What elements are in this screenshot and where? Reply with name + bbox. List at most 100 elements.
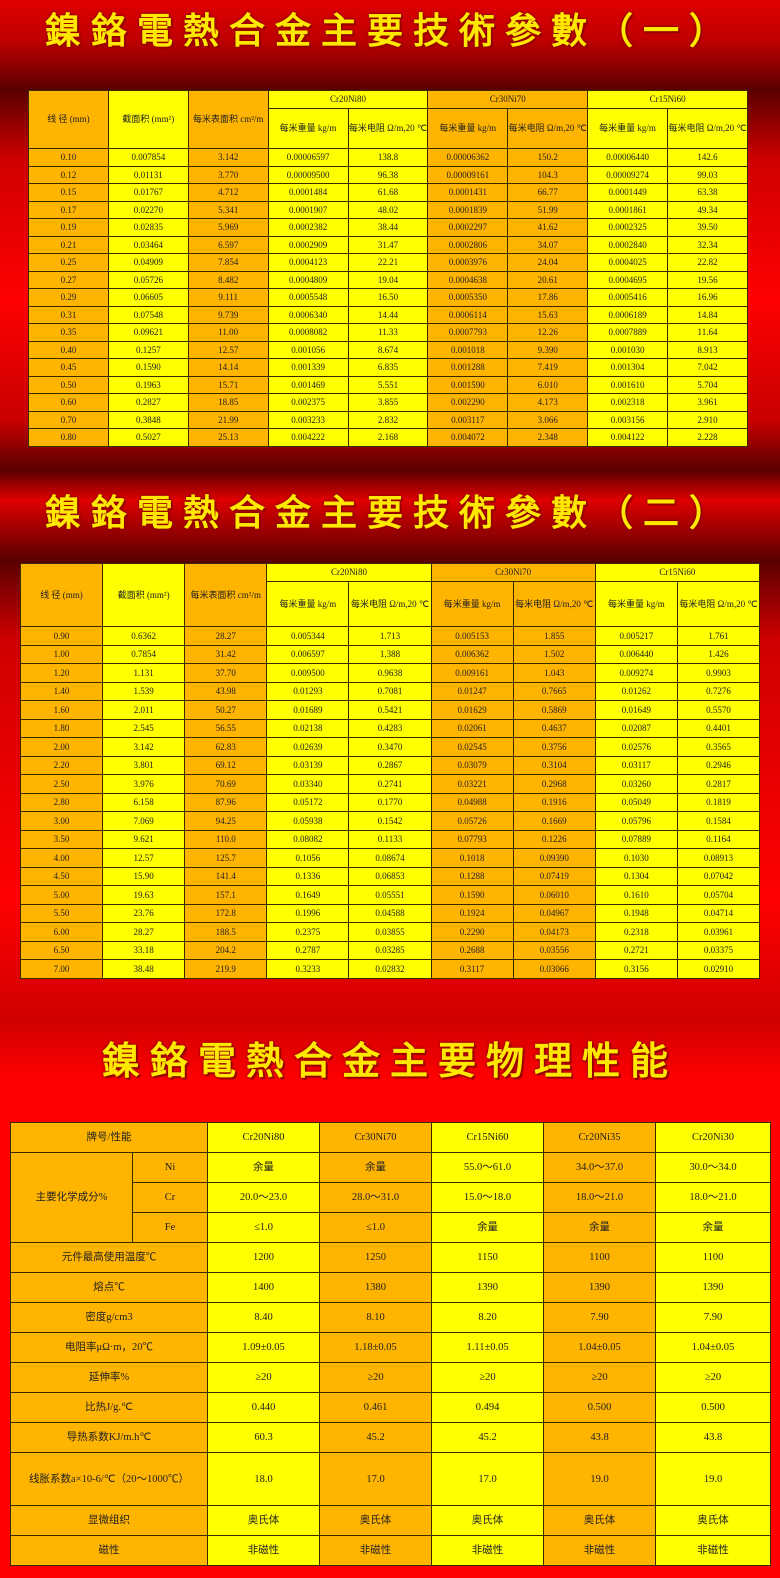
table-cell: 6.158 bbox=[102, 792, 186, 812]
table-cell: 2.910 bbox=[667, 410, 748, 429]
table-cell: 0.07793 bbox=[430, 829, 514, 849]
table-cell: 38.44 bbox=[347, 218, 429, 237]
table-cell: 0.27 bbox=[28, 270, 109, 289]
table-cell: 1.40 bbox=[19, 681, 104, 701]
table-cell: 0.5570 bbox=[676, 700, 761, 720]
table-cell: 0.02087 bbox=[594, 718, 678, 738]
table-row: 0.40 0.1257 12.57 0.001056 8.674 0.001018 9.39… bbox=[28, 340, 748, 359]
header-alloy: Cr15Ni60 bbox=[594, 563, 761, 582]
table-cell: 0.1963 bbox=[107, 375, 189, 394]
table-cell: 0.2827 bbox=[107, 393, 189, 412]
table-cell: 0.002375 bbox=[267, 393, 349, 412]
table-cell: 28.0～31.0 bbox=[319, 1182, 433, 1213]
table-cell: 1.04±0.05 bbox=[543, 1332, 657, 1363]
table-cell: 1390 bbox=[655, 1272, 772, 1303]
table-cell: 0.00006362 bbox=[427, 148, 509, 167]
table-cell: 34.0～37.0 bbox=[543, 1152, 657, 1183]
table-cell: ≤1.0 bbox=[207, 1212, 321, 1243]
table-cell: 0.01649 bbox=[594, 700, 678, 720]
table-row: 磁性 非磁性 非磁性 非磁性 非磁性 非磁性 bbox=[9, 1535, 772, 1566]
table-cell: 9.739 bbox=[187, 305, 269, 324]
table-cell: 38.48 bbox=[102, 959, 186, 979]
header-grade-property: 牌号/性能 bbox=[9, 1122, 209, 1153]
table-cell: 31.47 bbox=[347, 235, 429, 254]
table-cell: 6.00 bbox=[19, 922, 104, 942]
header-grade: Cr20Ni80 bbox=[207, 1122, 321, 1153]
table-cell: 7.90 bbox=[543, 1302, 657, 1333]
table-cell: 6.50 bbox=[19, 940, 104, 960]
table-cell: 0.0002840 bbox=[587, 235, 668, 254]
table-cell: 14.84 bbox=[667, 305, 748, 324]
table-cell: 0.0001861 bbox=[587, 200, 668, 219]
table-row: 0.21 0.03464 6.597 0.0002909 31.47 0.0002806 3… bbox=[28, 235, 748, 254]
property-label: 比热J/g.℃ bbox=[9, 1392, 209, 1423]
table-cell: 0.0007793 bbox=[427, 323, 509, 342]
table-cell: 3.801 bbox=[102, 755, 186, 775]
table-row: 0.12 0.01131 3.770 0.00009500 96.38 0.0000916… bbox=[28, 165, 748, 184]
property-label: 密度g/cm3 bbox=[9, 1302, 209, 1333]
table-cell: 0.02576 bbox=[594, 737, 678, 757]
table-cell: ≥20 bbox=[319, 1362, 433, 1393]
table-cell: 62.83 bbox=[184, 737, 268, 757]
table-cell: 141.4 bbox=[184, 866, 268, 886]
table-cell: 0.0001449 bbox=[587, 183, 668, 202]
table-row: 2.50 3.976 70.69 0.03340 0.2741 0.03221 0.2968… bbox=[19, 774, 761, 794]
header-weight: 每米重量 kg/m bbox=[266, 581, 350, 627]
table-cell: 0.01293 bbox=[266, 681, 350, 701]
table-cell: 1.539 bbox=[102, 681, 186, 701]
table-cell: 61.68 bbox=[347, 183, 429, 202]
table-cell: 31.42 bbox=[184, 644, 268, 664]
table-cell: 0.03221 bbox=[430, 774, 514, 794]
table-row: 0.17 0.02270 5.341 0.0001907 48.02 0.0001839 5… bbox=[28, 200, 748, 219]
table-cell: 0.0002297 bbox=[427, 218, 509, 237]
table-cell: 1250 bbox=[319, 1242, 433, 1273]
header-resistance: 每米电阻 Ω/m,20 ℃ bbox=[676, 581, 761, 627]
table-cell: 非磁性 bbox=[655, 1535, 772, 1566]
table-row: 6.00 28.27 188.5 0.2375 0.03855 0.2290 0.04173… bbox=[19, 922, 761, 942]
table-cell: 5.341 bbox=[187, 200, 269, 219]
table-cell: 3.142 bbox=[102, 737, 186, 757]
property-label: 线胀系数a×10-6/℃（20～1000℃） bbox=[9, 1452, 209, 1506]
table-row: 密度g/cm3 8.40 8.10 8.20 7.90 7.90 bbox=[9, 1302, 772, 1333]
table-cell: 0.0003976 bbox=[427, 253, 509, 272]
table-row: 0.15 0.01767 4.712 0.0001484 61.68 0.0001431 6… bbox=[28, 183, 748, 202]
table-cell: 0.0006340 bbox=[267, 305, 349, 324]
table-cell: 6.835 bbox=[347, 358, 429, 377]
table-cell: 0.1030 bbox=[594, 848, 678, 868]
table-cell: 1390 bbox=[543, 1272, 657, 1303]
table-cell: 20.61 bbox=[507, 270, 589, 289]
table-cell: 0.1916 bbox=[512, 792, 596, 812]
header-diameter: 线 径 (mm) bbox=[28, 90, 109, 149]
table-row: 3.50 9.621 110.0 0.08082 0.1133 0.07793 0.1226… bbox=[19, 829, 761, 849]
table-cell: 0.0004123 bbox=[267, 253, 349, 272]
table-cell: 0.10 bbox=[28, 148, 109, 167]
table-cell: 16.96 bbox=[667, 288, 748, 307]
property-label: 熔点℃ bbox=[9, 1272, 209, 1303]
table-cell: 1.60 bbox=[19, 700, 104, 720]
table-cell: 0.494 bbox=[431, 1392, 545, 1423]
table-row: 0.35 0.09621 11.00 0.0008082 11.33 0.0007793 1… bbox=[28, 323, 748, 342]
table-cell: 0.02545 bbox=[430, 737, 514, 757]
property-label: 元件最高使用温度℃ bbox=[9, 1242, 209, 1273]
table-cell: 0.08082 bbox=[266, 829, 350, 849]
table-cell: 8.482 bbox=[187, 270, 269, 289]
table-cell: 11.00 bbox=[187, 323, 269, 342]
table-cell: 4.50 bbox=[19, 866, 104, 886]
property-label: 延伸率% bbox=[9, 1362, 209, 1393]
table-cell: 0.0002806 bbox=[427, 235, 509, 254]
table-cell: 0.2817 bbox=[676, 774, 761, 794]
table-cell: 18.0～21.0 bbox=[655, 1182, 772, 1213]
table-cell: 18.0～21.0 bbox=[543, 1182, 657, 1213]
table-row: 0.19 0.02835 5.969 0.0002382 38.44 0.0002297 4… bbox=[28, 218, 748, 237]
table-row: 导热系数KJ/m.h℃ 60.3 45.2 45.2 43.8 43.8 bbox=[9, 1422, 772, 1453]
table-cell: 66.77 bbox=[507, 183, 589, 202]
table-row: 线胀系数a×10-6/℃（20～1000℃） 18.0 17.0 17.0 19.0 19… bbox=[9, 1452, 772, 1506]
table-cell: 11.64 bbox=[667, 323, 748, 342]
table-cell: 9.111 bbox=[187, 288, 269, 307]
property-label: 电阻率μΩ·m，20℃ bbox=[9, 1332, 209, 1363]
table-cell: 17.86 bbox=[507, 288, 589, 307]
table-cell: 18.0 bbox=[207, 1452, 321, 1506]
table-cell: 0.0006114 bbox=[427, 305, 509, 324]
table-cell: 0.2375 bbox=[266, 922, 350, 942]
table-cell: 余量 bbox=[543, 1212, 657, 1243]
